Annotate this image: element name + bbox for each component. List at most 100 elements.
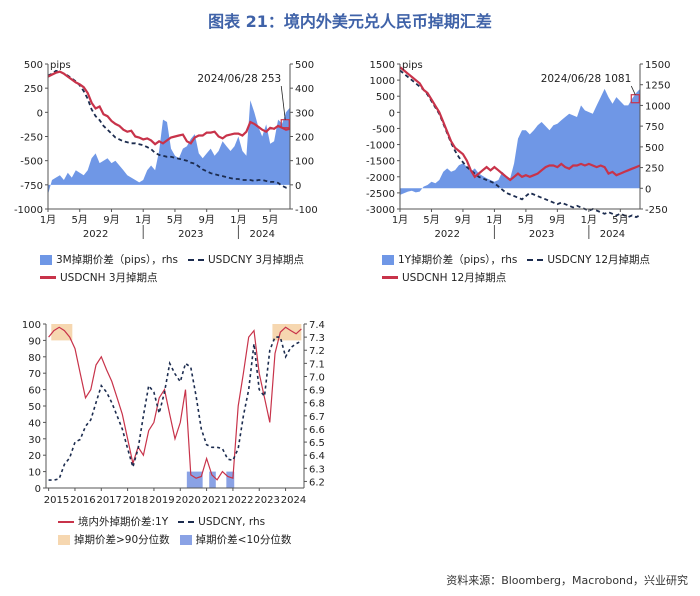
legend-cny-swatch — [178, 520, 195, 523]
x-tick-label: 1月 — [486, 214, 502, 226]
y2-tick-label: 6.5 — [309, 438, 325, 449]
y-left-unit-label: pips — [50, 60, 71, 71]
chart-3m-spread: pips 500 250 0 -250 -500 -750 -1000 500 400 300 200… — [8, 52, 338, 257]
x-tick-label: 2020 — [175, 495, 200, 506]
chart1-legend-row1: 3M掉期价差（pips），rhs USDCNY 3月掉期点 — [40, 252, 304, 267]
legend-cny-label: USDCNY 3月掉期点 — [207, 254, 305, 266]
x-tick-label: 2021 — [202, 495, 227, 506]
y2-tick-label: 1000 — [645, 101, 670, 112]
annotation-leader — [280, 85, 286, 120]
legend-area-swatch — [40, 254, 52, 265]
chart3-legend-row1: 境内外掉期价差:1Y USDCNY, rhs — [58, 514, 265, 529]
legend-high-swatch — [58, 534, 70, 545]
y-tick-label: 100 — [22, 320, 41, 331]
x-tick-label: 2018 — [123, 495, 148, 506]
usdcny-line — [48, 336, 302, 481]
y2-tick-label: 6.2 — [309, 477, 325, 488]
chart-1y-spread: pips 1500 1000 500 0 -500 -1000 -1500 -2000 -2500… — [358, 52, 696, 257]
y-tick-label: -1000 — [366, 141, 395, 152]
y-tick-label: -2500 — [366, 189, 395, 200]
x-tick-label: 5月 — [423, 214, 439, 226]
high-percentile-band — [51, 324, 73, 341]
x-tick-label: 2023 — [254, 495, 279, 506]
legend-low-swatch — [179, 534, 192, 545]
y2-tick-label: 7.4 — [309, 320, 325, 331]
legend-area-swatch — [382, 254, 394, 265]
spread-area — [400, 88, 640, 195]
chart1-legend-row2: USDCNH 3月掉期点 — [40, 270, 158, 285]
x-year-label: 2022 — [434, 229, 459, 240]
legend-cny-label: USDCNY, rhs — [198, 515, 266, 528]
y2-tick-label: 7.3 — [309, 333, 325, 344]
spread-line — [48, 326, 302, 481]
legend-low-label: 掉期价差<10分位数 — [195, 534, 292, 546]
y-tick-label: 250 — [24, 84, 43, 95]
y2-tick-label: 7.0 — [309, 372, 325, 383]
x-tick-label: 1月 — [230, 214, 246, 226]
y-tick-label: 40 — [28, 418, 41, 429]
spread-area — [48, 100, 290, 195]
y-tick-label: 0 — [37, 108, 43, 119]
y2-tick-label: 250 — [645, 164, 664, 175]
y-tick-label: 10 — [28, 468, 41, 479]
y-tick-label: -500 — [372, 124, 395, 135]
y-tick-label: 500 — [376, 92, 395, 103]
y-tick-label: -250 — [20, 133, 43, 144]
x-tick-label: 9月 — [549, 214, 565, 226]
x-year-label: 2023 — [178, 229, 203, 240]
y2-tick-label: 500 — [295, 60, 314, 71]
x-tick-label: 5月 — [167, 214, 183, 226]
legend-cny-swatch — [187, 258, 204, 261]
chart2-legend-row1: 1Y掉期价差（pips），rhs USDCNY 12月掉期点 — [382, 252, 650, 267]
low-percentile-band — [209, 471, 216, 488]
x-tick-label: 2022 — [228, 495, 253, 506]
y2-tick-label: 6.8 — [309, 399, 325, 410]
y2-tick-label: 6.6 — [309, 425, 325, 436]
x-tick-label: 2024 — [281, 495, 306, 506]
legend-spread-label: 境内外掉期价差:1Y — [78, 516, 169, 528]
chart-percentile-svg: 10090807060504030201007.47.37.27.17.06.9… — [22, 320, 325, 506]
y2-tick-label: -250 — [645, 205, 668, 216]
y-tick-label: 70 — [28, 369, 41, 380]
x-tick-label: 1月 — [135, 214, 151, 226]
y-tick-label: -1500 — [366, 157, 395, 168]
low-percentile-band — [226, 471, 235, 488]
y2-tick-label: 0 — [645, 184, 651, 195]
x-tick-label: 5月 — [72, 214, 88, 226]
y2-tick-label: 100 — [295, 157, 314, 168]
legend-cnh-label: USDCNH 12月掉期点 — [402, 272, 507, 284]
annotation-leader — [630, 85, 636, 95]
legend-cny-swatch — [527, 258, 544, 261]
legend-high-label: 掉期价差>90分位数 — [74, 534, 170, 546]
legend-area-label: 1Y掉期价差（pips），rhs — [398, 254, 518, 266]
y-tick-label: 20 — [28, 451, 41, 462]
x-tick-label: 9月 — [103, 214, 119, 226]
y-tick-label: 80 — [28, 353, 41, 364]
legend-cny-label: USDCNY 12月掉期点 — [547, 254, 651, 266]
y-tick-label: 60 — [28, 386, 41, 397]
y2-tick-label: 6.3 — [309, 464, 325, 475]
usdcny-line — [47, 69, 291, 189]
x-tick-label: 2016 — [70, 495, 95, 506]
legend-area-label: 3M掉期价差（pips），rhs — [56, 254, 178, 266]
y-tick-label: 30 — [28, 435, 41, 446]
y-tick-label: -500 — [20, 157, 43, 168]
y2-tick-label: 6.7 — [309, 412, 325, 423]
y-tick-label: 500 — [24, 60, 43, 71]
y2-tick-label: -100 — [295, 205, 318, 216]
x-tick-label: 2015 — [44, 495, 69, 506]
usdcnh-line — [399, 66, 641, 182]
x-tick-label: 2017 — [96, 495, 121, 506]
chart2-legend-row2: USDCNH 12月掉期点 — [382, 270, 506, 285]
x-tick-label: 1月 — [392, 214, 408, 226]
x-tick-label: 9月 — [199, 214, 215, 226]
usdcnh-line — [47, 70, 291, 146]
y-left-unit-label: pips — [402, 60, 423, 71]
y-tick-label: 1500 — [370, 60, 395, 71]
y2-tick-label: 6.9 — [309, 386, 325, 397]
x-tick-label: 5月 — [612, 214, 628, 226]
y2-tick-label: 1500 — [645, 60, 670, 71]
x-year-label: 2023 — [529, 229, 554, 240]
source-note: 资料来源：Bloomberg，Macrobond，兴业研究 — [446, 574, 688, 587]
x-year-label: 2024 — [600, 229, 625, 240]
